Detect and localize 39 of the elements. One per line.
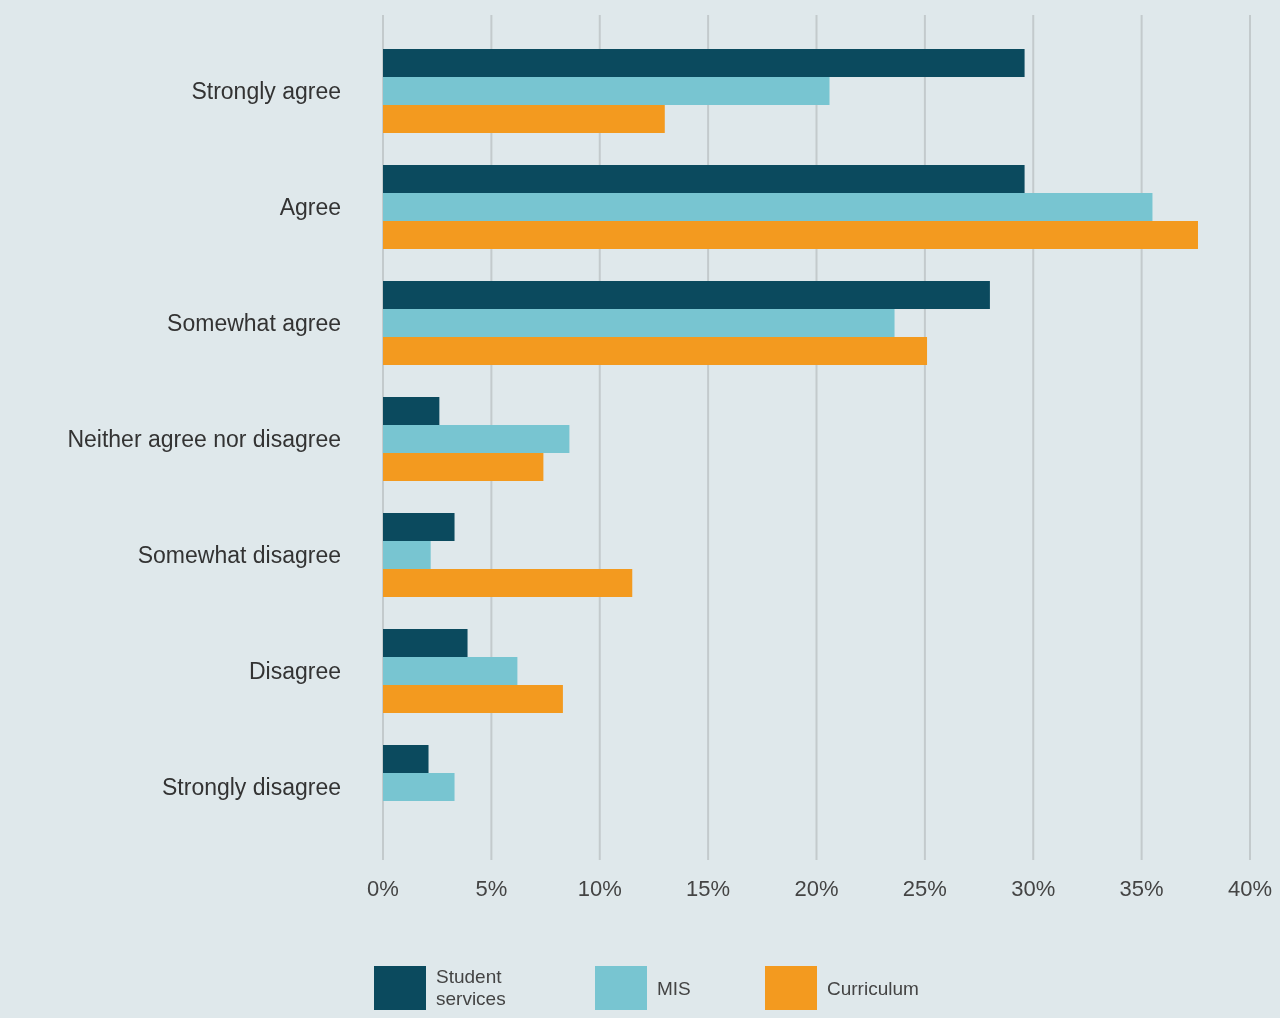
legend-label: MIS	[657, 978, 691, 999]
bar	[383, 773, 455, 801]
bar	[383, 629, 468, 657]
bar	[383, 337, 928, 365]
bar	[383, 425, 570, 453]
x-tick-label: 0%	[367, 876, 399, 901]
y-tick-label: Disagree	[248, 658, 341, 684]
bar	[383, 77, 830, 105]
y-tick-label: Strongly disagree	[162, 774, 341, 800]
x-tick-label: 30%	[1011, 876, 1056, 901]
x-tick-label: 5%	[475, 876, 508, 901]
bar	[383, 105, 665, 133]
x-tick-label: 15%	[686, 876, 731, 901]
bar	[383, 453, 544, 481]
bar	[383, 745, 429, 773]
x-tick-label: 35%	[1119, 876, 1164, 901]
y-tick-label: Somewhat agree	[167, 310, 341, 336]
x-tick-label: 20%	[794, 876, 839, 901]
y-tick-label: Neither agree nor disagree	[67, 426, 341, 452]
bar	[383, 49, 1025, 77]
x-tick-label: 10%	[577, 876, 622, 901]
bar	[383, 281, 990, 309]
bar	[383, 513, 455, 541]
bar	[383, 569, 633, 597]
bar	[383, 309, 895, 337]
legend-label: Curriculum	[827, 978, 919, 999]
x-tick-label: 40%	[1227, 876, 1273, 901]
bar	[383, 193, 1153, 221]
bar	[383, 657, 518, 685]
bar	[383, 685, 563, 713]
bar	[383, 221, 1198, 249]
bar	[383, 397, 440, 425]
legend-label: Student services	[436, 966, 506, 1009]
x-tick-label: 25%	[902, 876, 947, 901]
bar	[383, 165, 1025, 193]
bar	[383, 541, 431, 569]
y-tick-label: Agree	[279, 194, 341, 220]
y-tick-label: Somewhat disagree	[137, 542, 341, 568]
y-tick-label: Strongly agree	[191, 78, 341, 104]
